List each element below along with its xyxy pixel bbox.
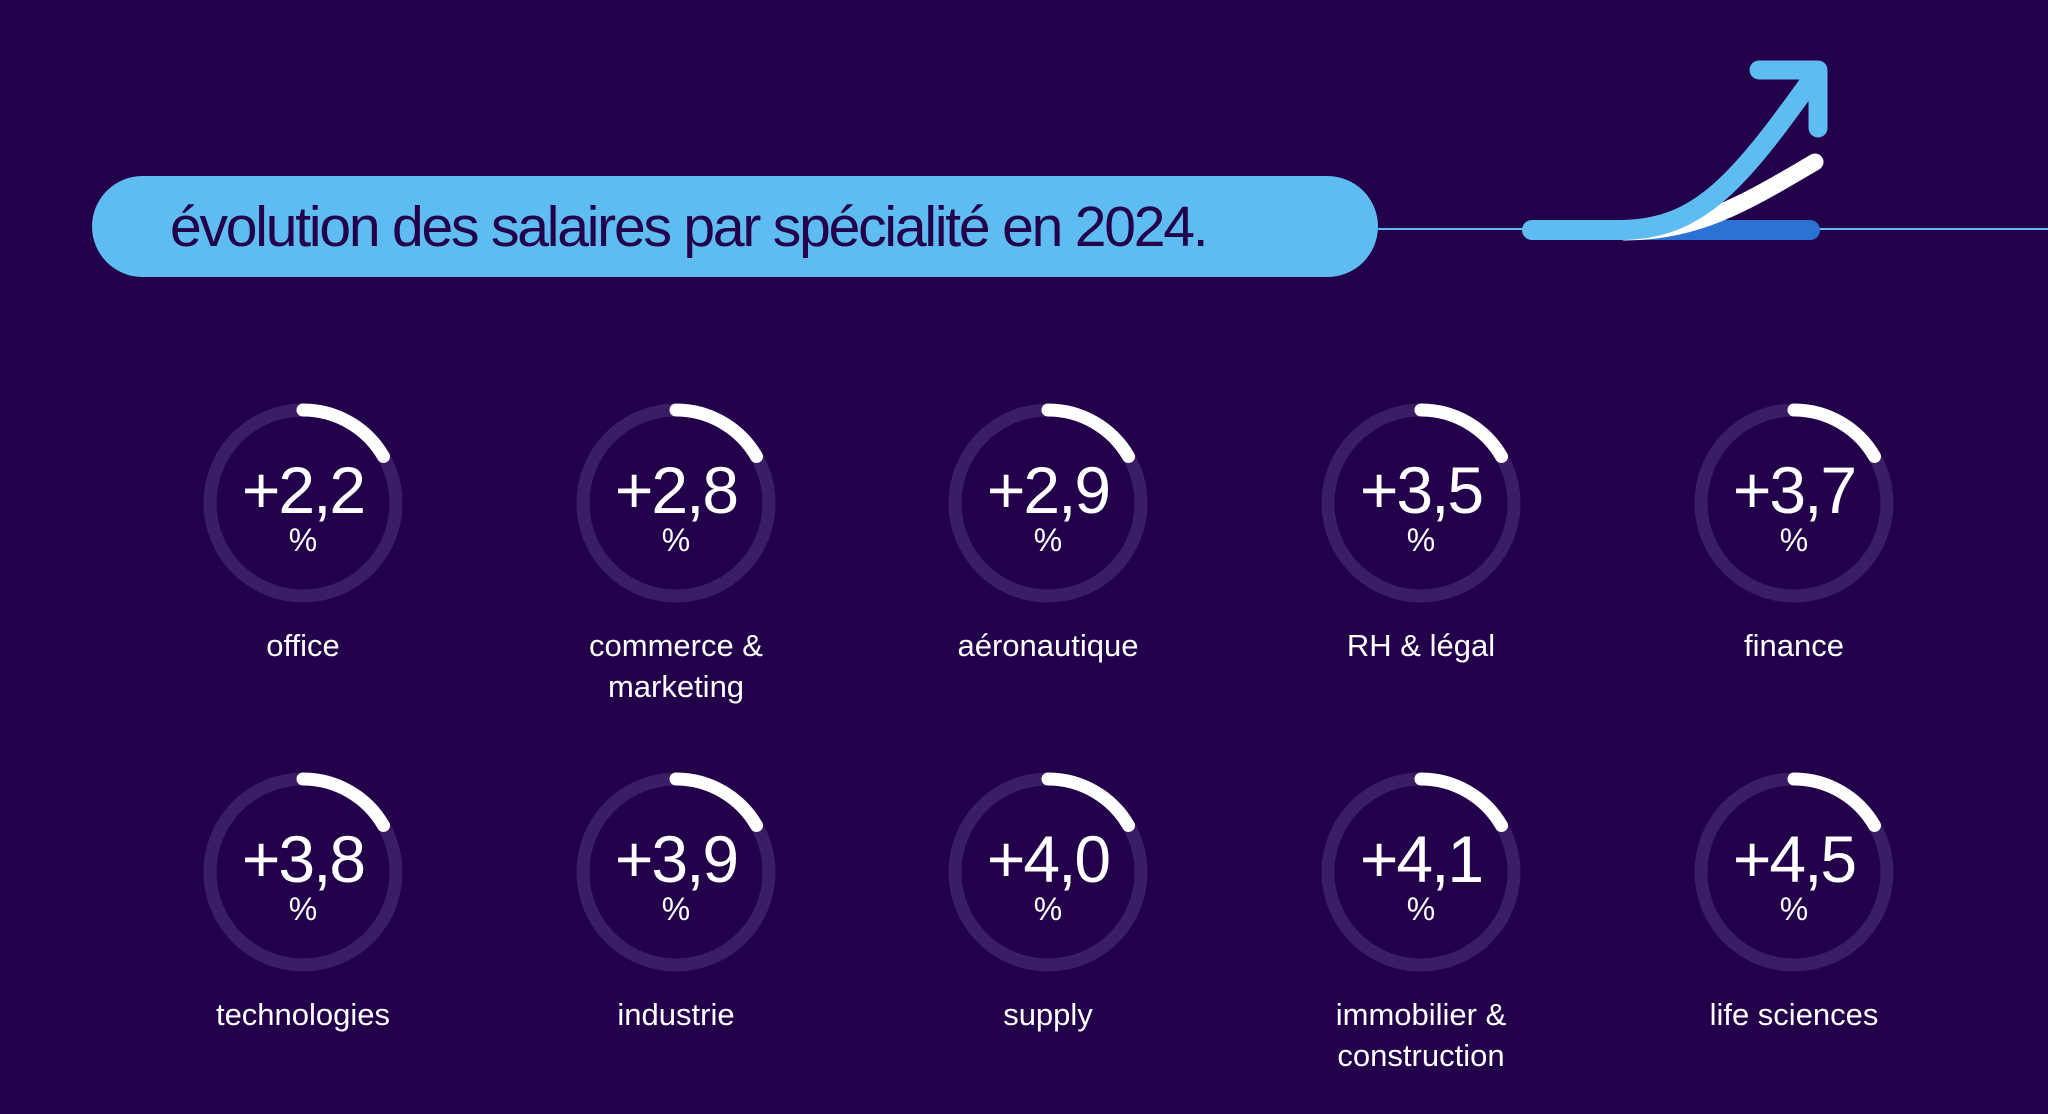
metric-value: +2,2 <box>241 453 366 527</box>
metric-unit: % <box>1033 891 1063 927</box>
metric-unit: % <box>661 891 691 927</box>
metric-value: +3,8 <box>241 822 366 896</box>
metric-unit: % <box>1779 522 1809 558</box>
metric-value: +3,5 <box>1359 453 1484 527</box>
metric-supply: +4,0 % supply <box>898 772 1198 1102</box>
metric-industrie: +3,9 % industrie <box>526 772 826 1102</box>
metric-label: supply <box>1003 997 1093 1032</box>
title-banner: évolution des salaires par spécialité en… <box>92 176 1378 277</box>
metric-label: industrie <box>617 997 735 1032</box>
metric-finance: +3,7 % finance <box>1644 403 1944 733</box>
metric-value: +3,7 <box>1732 453 1857 527</box>
metric-value: +4,1 <box>1359 822 1484 896</box>
ring-gauge <box>1694 403 1894 603</box>
metric-value: +2,8 <box>614 453 739 527</box>
page-title: évolution des salaires par spécialité en… <box>170 195 1209 259</box>
metric-value: +4,0 <box>986 822 1111 896</box>
metric-label: finance <box>1744 628 1844 663</box>
metric-office: +2,2 % office <box>153 403 453 733</box>
metric-label: aéronautique <box>957 628 1139 663</box>
ring-gauge <box>1321 772 1521 972</box>
ring-gauge <box>203 772 403 972</box>
metric-immobilier-construction: +4,1 % immobilier & construction <box>1271 772 1571 1102</box>
ring-gauge <box>203 403 403 603</box>
metric-label: immobilier & construction <box>1335 997 1507 1073</box>
metric-unit: % <box>288 522 318 558</box>
metric-unit: % <box>1406 522 1436 558</box>
ring-gauge <box>576 772 776 972</box>
metric-technologies: +3,8 % technologies <box>153 772 453 1102</box>
ring-gauge <box>948 772 1148 972</box>
ring-gauge <box>1694 772 1894 972</box>
metric-label: RH & légal <box>1346 628 1496 663</box>
metric-unit: % <box>1406 891 1436 927</box>
metric-value: +2,9 <box>986 453 1111 527</box>
metric-life-sciences: +4,5 % life sciences <box>1644 772 1944 1102</box>
metric-label: commerce & marketing <box>589 628 763 704</box>
metric-label: technologies <box>215 997 391 1032</box>
metric-label: life sciences <box>1709 997 1879 1032</box>
trending-up-arrow-icon <box>1522 60 1828 241</box>
metric-label: office <box>266 628 340 663</box>
ring-gauge <box>576 403 776 603</box>
metric-unit: % <box>1033 522 1063 558</box>
ring-gauge <box>1321 403 1521 603</box>
metric-unit: % <box>1779 891 1809 927</box>
metric-value: +3,9 <box>614 822 739 896</box>
metric-unit: % <box>288 891 318 927</box>
metric-unit: % <box>661 522 691 558</box>
metric-commerce-marketing: +2,8 % commerce & marketing <box>526 403 826 733</box>
metric-aeronautique: +2,9 % aéronautique <box>898 403 1198 733</box>
ring-gauge <box>948 403 1148 603</box>
metric-value: +4,5 <box>1732 822 1857 896</box>
metric-rh-legal: +3,5 % RH & légal <box>1271 403 1571 733</box>
